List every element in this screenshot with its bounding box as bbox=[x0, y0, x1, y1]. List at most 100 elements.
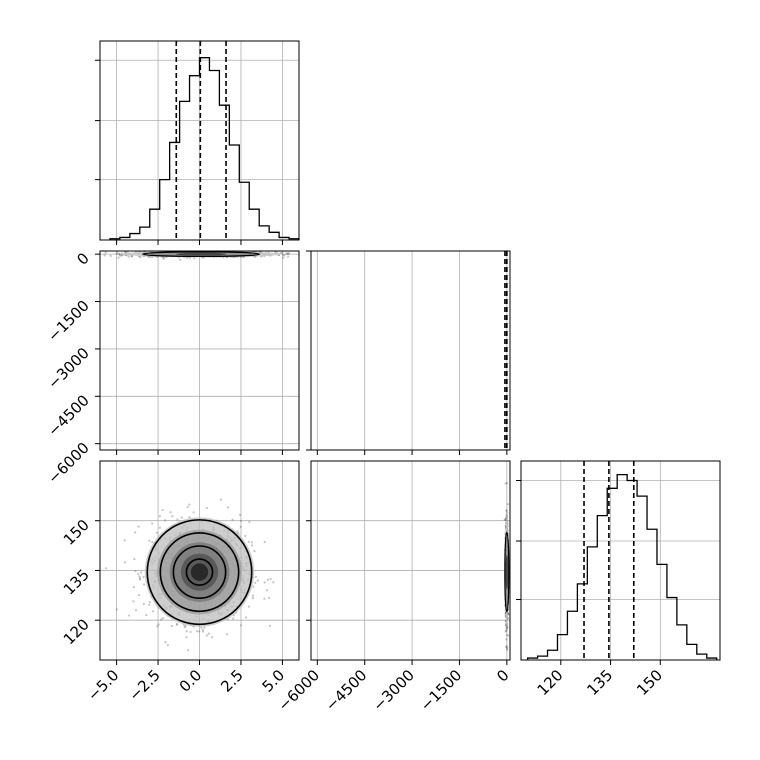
sample-point bbox=[195, 630, 199, 633]
sample-point bbox=[115, 608, 119, 611]
y-tick-label: 135 bbox=[60, 566, 93, 599]
sample-point bbox=[231, 518, 234, 521]
density-region bbox=[190, 563, 209, 581]
sample-point bbox=[254, 575, 257, 579]
x-tick-label: −5.0 bbox=[84, 666, 122, 704]
contour-line bbox=[172, 545, 227, 600]
grid-lines bbox=[311, 461, 510, 660]
sample-point bbox=[142, 583, 146, 586]
sample-point bbox=[116, 251, 119, 254]
sample-point bbox=[265, 589, 269, 592]
sample-point bbox=[142, 602, 145, 606]
sample-point bbox=[104, 251, 107, 254]
sample-point bbox=[198, 630, 201, 633]
sample-point bbox=[96, 252, 98, 254]
sample-point bbox=[506, 646, 509, 649]
y-tick-label: −4500 bbox=[44, 391, 93, 440]
sample-point bbox=[504, 630, 507, 633]
sample-point bbox=[158, 526, 162, 529]
sample-point bbox=[236, 530, 239, 533]
sample-point bbox=[133, 557, 136, 561]
scatter-points bbox=[104, 498, 275, 652]
sample-point bbox=[148, 601, 151, 604]
sample-point bbox=[118, 253, 121, 256]
scatter-points bbox=[503, 481, 510, 651]
sample-point bbox=[169, 511, 172, 514]
sample-point bbox=[287, 252, 291, 255]
x-tick-label: −3000 bbox=[369, 666, 418, 715]
sample-point bbox=[286, 252, 289, 255]
sample-point bbox=[504, 518, 507, 521]
sample-point bbox=[151, 540, 154, 544]
density-region bbox=[505, 554, 509, 590]
sample-point bbox=[299, 256, 301, 258]
y-tick-label: 120 bbox=[60, 615, 93, 648]
sample-point bbox=[200, 626, 203, 629]
sample-point bbox=[205, 506, 209, 510]
histogram-0 bbox=[109, 57, 300, 240]
sample-point bbox=[505, 647, 509, 650]
sample-point bbox=[272, 581, 275, 584]
sample-point bbox=[263, 581, 266, 584]
sample-point bbox=[505, 513, 508, 517]
sample-point bbox=[184, 624, 187, 628]
y-tick-label: −6000 bbox=[44, 439, 93, 488]
contour-line bbox=[185, 558, 214, 586]
sample-point bbox=[138, 577, 142, 580]
sample-point bbox=[250, 541, 253, 544]
sample-point bbox=[247, 540, 250, 544]
sample-point bbox=[123, 251, 127, 254]
sample-point bbox=[138, 578, 142, 581]
sample-point bbox=[132, 586, 135, 589]
scatter-panel-1-2 bbox=[310, 460, 511, 661]
sample-point bbox=[252, 585, 255, 588]
sample-point bbox=[505, 638, 508, 641]
x-tick-label: 120 bbox=[534, 666, 567, 699]
sample-point bbox=[267, 596, 271, 599]
sample-point bbox=[269, 577, 272, 581]
sample-point bbox=[119, 254, 122, 257]
sample-point bbox=[506, 503, 509, 506]
sample-point bbox=[286, 255, 290, 258]
sample-point bbox=[155, 531, 158, 534]
sample-point bbox=[505, 509, 508, 512]
sample-point bbox=[188, 516, 191, 519]
histogram-panel-2 bbox=[520, 460, 721, 661]
grid-lines bbox=[521, 461, 720, 660]
sample-point bbox=[287, 252, 290, 256]
sample-point bbox=[185, 256, 189, 259]
sample-point bbox=[226, 506, 230, 509]
sample-point bbox=[505, 481, 509, 485]
contour-line bbox=[146, 519, 253, 626]
y-tick-label: 150 bbox=[60, 516, 93, 549]
sample-point bbox=[134, 609, 138, 612]
sample-point bbox=[207, 632, 210, 635]
sample-point bbox=[188, 503, 191, 506]
sample-point bbox=[115, 252, 118, 256]
sample-point bbox=[239, 624, 243, 627]
sample-point bbox=[268, 624, 271, 627]
sample-point bbox=[148, 539, 151, 542]
sample-point bbox=[124, 251, 127, 254]
sample-point bbox=[185, 630, 188, 633]
x-tick-label: 135 bbox=[583, 666, 616, 699]
sample-point bbox=[251, 594, 255, 597]
sample-point bbox=[239, 525, 242, 528]
sample-point bbox=[210, 636, 214, 639]
histogram-2 bbox=[526, 474, 718, 660]
sample-point bbox=[185, 636, 188, 639]
sample-point bbox=[161, 617, 165, 620]
sample-point bbox=[140, 571, 143, 574]
sample-point bbox=[109, 254, 112, 257]
sample-point bbox=[247, 605, 251, 608]
x-tick-label: 5.0 bbox=[259, 666, 289, 696]
x-tick-label: 0 bbox=[493, 666, 512, 685]
contour-line bbox=[504, 531, 510, 613]
sample-point bbox=[123, 539, 126, 542]
sample-point bbox=[506, 626, 509, 629]
sample-point bbox=[263, 541, 266, 544]
sample-point bbox=[152, 610, 155, 613]
sample-point bbox=[219, 498, 223, 501]
x-tick-label: 2.5 bbox=[217, 666, 247, 696]
sample-point bbox=[281, 251, 284, 254]
